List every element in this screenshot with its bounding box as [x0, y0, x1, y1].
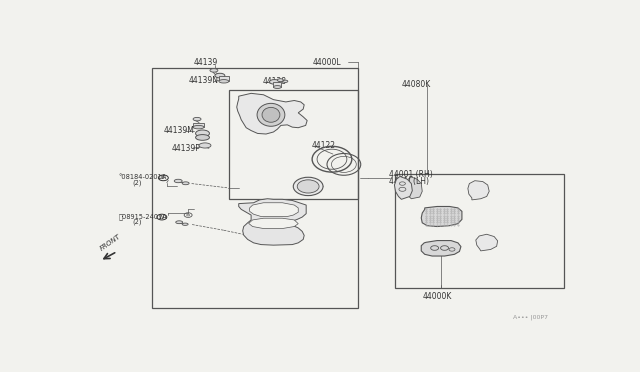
Text: Ⓨ08915-2401A: Ⓨ08915-2401A: [118, 213, 168, 220]
Text: 44122: 44122: [311, 141, 335, 150]
Ellipse shape: [277, 79, 284, 81]
Text: 44128: 44128: [262, 77, 287, 86]
Bar: [395, 173, 564, 288]
Polygon shape: [249, 218, 298, 228]
Text: W: W: [159, 215, 164, 219]
Bar: [273, 83, 282, 87]
Ellipse shape: [199, 143, 211, 148]
Text: 44001 (RH): 44001 (RH): [388, 170, 432, 179]
Polygon shape: [394, 176, 412, 199]
Text: 44139: 44139: [194, 58, 218, 67]
Text: 44139N: 44139N: [188, 76, 218, 85]
Ellipse shape: [182, 223, 188, 225]
Polygon shape: [239, 199, 306, 245]
Ellipse shape: [176, 221, 182, 224]
Ellipse shape: [182, 182, 189, 185]
Text: FRONT: FRONT: [99, 233, 122, 251]
Bar: [219, 76, 229, 81]
Text: B: B: [161, 175, 164, 180]
Ellipse shape: [283, 80, 288, 83]
Text: 44000L: 44000L: [312, 58, 340, 67]
Text: (2): (2): [132, 219, 141, 225]
Polygon shape: [476, 234, 498, 251]
Polygon shape: [468, 181, 489, 200]
Ellipse shape: [257, 103, 285, 126]
Bar: [152, 68, 358, 308]
Ellipse shape: [215, 73, 225, 78]
Ellipse shape: [262, 108, 280, 122]
Text: A••• |00P7: A••• |00P7: [513, 315, 547, 320]
Ellipse shape: [219, 80, 229, 83]
Text: (2): (2): [132, 179, 141, 186]
Ellipse shape: [297, 180, 319, 193]
Polygon shape: [406, 177, 422, 199]
Ellipse shape: [193, 125, 204, 129]
Ellipse shape: [193, 118, 201, 121]
Text: 44139M: 44139M: [163, 126, 194, 135]
Text: 4401I (LH): 4401I (LH): [388, 177, 429, 186]
Ellipse shape: [196, 130, 209, 137]
Ellipse shape: [293, 177, 323, 196]
Polygon shape: [250, 203, 298, 217]
Polygon shape: [421, 241, 461, 256]
Polygon shape: [237, 93, 307, 134]
Ellipse shape: [196, 135, 209, 140]
Text: 44000K: 44000K: [422, 292, 452, 301]
Bar: [229, 90, 358, 199]
Text: 44080K: 44080K: [401, 80, 431, 89]
Ellipse shape: [210, 69, 218, 72]
Ellipse shape: [174, 179, 182, 183]
Text: 44139P: 44139P: [172, 144, 200, 153]
Ellipse shape: [269, 80, 280, 84]
Polygon shape: [421, 206, 462, 227]
Ellipse shape: [273, 86, 282, 89]
Text: °08184-0201A: °08184-0201A: [118, 174, 167, 180]
Bar: [193, 122, 204, 127]
